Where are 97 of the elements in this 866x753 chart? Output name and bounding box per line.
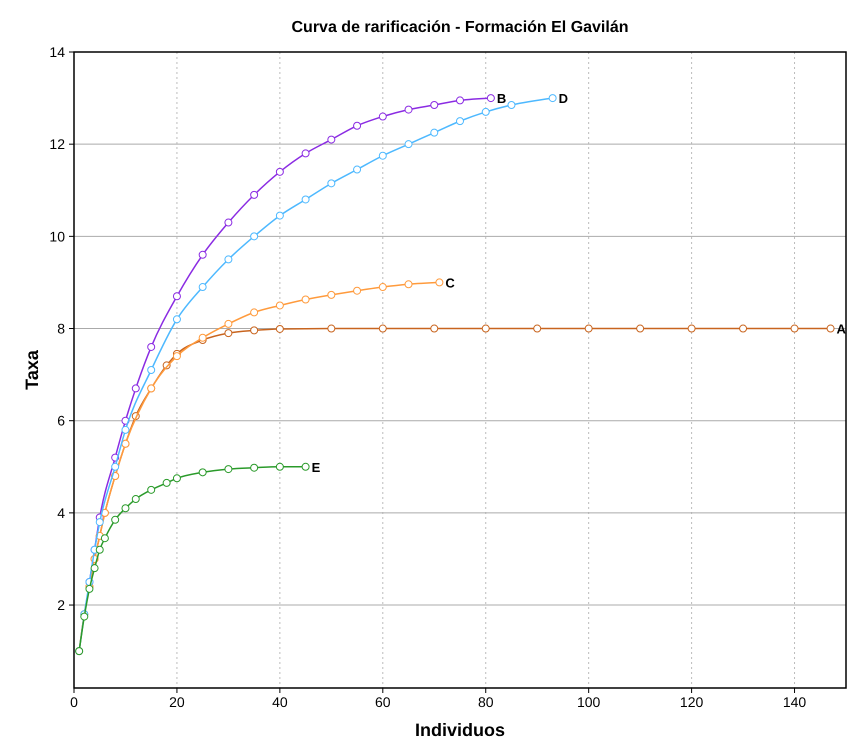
point: [132, 495, 140, 504]
x-tick-label: 0: [70, 694, 78, 710]
point: [250, 326, 258, 334]
point: [250, 232, 258, 240]
point: [276, 301, 284, 310]
x-tick-label: 140: [782, 694, 806, 710]
point: [250, 190, 258, 199]
point: [404, 280, 413, 288]
point: [636, 324, 644, 333]
y-axis-title: Taxa: [22, 349, 42, 390]
point: [482, 324, 490, 333]
y-tick-label: 2: [57, 597, 66, 614]
y-tick-label: 6: [57, 412, 66, 429]
point: [353, 286, 362, 295]
point: [327, 290, 336, 299]
point: [302, 462, 310, 471]
point: [378, 324, 387, 333]
y-tick-label: 14: [49, 44, 66, 60]
point: [456, 117, 464, 126]
point: [430, 101, 438, 109]
point: [198, 283, 207, 292]
point: [353, 122, 362, 130]
point: [162, 478, 171, 487]
x-tick-label: 60: [375, 694, 391, 710]
x-axis-title: Individuos: [415, 720, 505, 740]
point: [111, 462, 120, 471]
y-tick-label: 8: [57, 320, 66, 337]
point: [147, 366, 156, 374]
series-label: A: [836, 322, 847, 337]
point: [80, 612, 88, 621]
point: [353, 166, 362, 174]
point: [276, 462, 284, 471]
point: [224, 320, 232, 328]
point: [147, 342, 156, 351]
point: [404, 140, 413, 148]
point: [302, 149, 310, 158]
point: [224, 255, 232, 264]
series-label: C: [445, 275, 456, 290]
point: [404, 106, 413, 114]
point: [276, 324, 284, 333]
point: [96, 518, 104, 526]
point: [198, 468, 207, 476]
point: [327, 179, 336, 188]
point: [276, 212, 284, 220]
x-tick-label: 100: [576, 694, 601, 710]
point: [486, 94, 495, 102]
point: [96, 546, 104, 554]
point: [276, 168, 284, 176]
point: [378, 152, 387, 160]
point: [430, 128, 438, 137]
point: [302, 195, 310, 204]
point: [739, 324, 748, 333]
point: [507, 101, 516, 109]
point: [435, 278, 444, 286]
point: [250, 308, 258, 316]
point: [100, 534, 109, 542]
x-tick-label: 40: [272, 694, 288, 710]
point: [121, 426, 130, 434]
point: [198, 334, 207, 342]
point: [533, 324, 542, 333]
point: [147, 486, 156, 494]
point: [430, 324, 438, 333]
chart-title: Curva de rarificación - Formación El Gavilán: [292, 19, 628, 36]
point: [302, 295, 310, 304]
point: [378, 112, 387, 121]
series-label: B: [496, 91, 506, 106]
point: [111, 516, 120, 524]
point: [172, 474, 181, 482]
x-tick-label: 80: [478, 694, 494, 710]
point: [90, 564, 99, 572]
y-tick-label: 4: [57, 504, 66, 521]
point: [378, 283, 387, 292]
point: [327, 324, 336, 333]
point: [172, 315, 181, 324]
point: [121, 504, 130, 512]
series-label: D: [558, 91, 568, 106]
point: [482, 108, 490, 116]
x-tick-label: 20: [169, 694, 185, 710]
series-label: E: [312, 460, 321, 475]
point: [584, 324, 593, 333]
y-tick-label: 12: [49, 136, 66, 152]
point: [327, 136, 336, 144]
point: [198, 250, 207, 259]
point: [688, 324, 696, 333]
point: [224, 218, 232, 227]
point: [456, 96, 464, 104]
point: [224, 465, 232, 474]
point: [224, 329, 232, 338]
point: [250, 464, 258, 472]
point: [132, 384, 140, 392]
point: [172, 352, 181, 360]
point: [172, 292, 181, 300]
x-tick-label: 120: [680, 694, 704, 710]
point: [548, 94, 557, 102]
y-tick-label: 10: [49, 228, 66, 244]
point: [826, 324, 835, 333]
point: [790, 324, 799, 333]
